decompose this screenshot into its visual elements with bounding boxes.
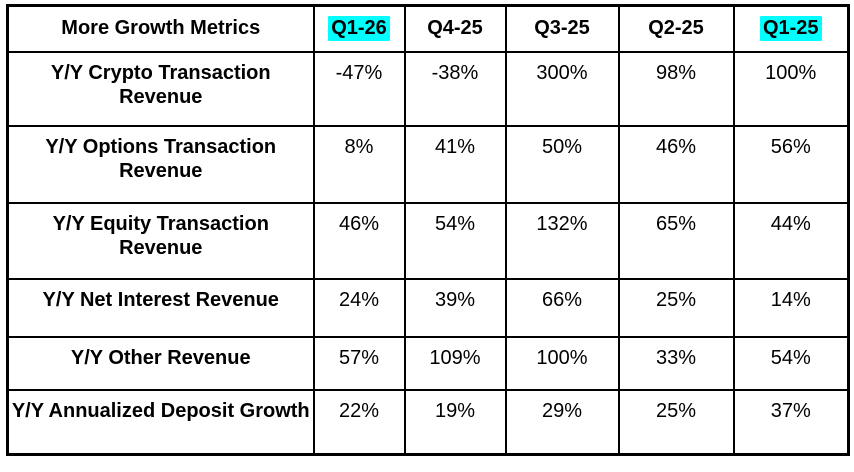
value-cell: 54% (732, 335, 850, 391)
value-cell: 98% (617, 50, 735, 127)
value-cell: 57% (312, 335, 406, 391)
value-cell: 25% (617, 388, 735, 456)
column-header-label: Q1-25 (759, 16, 822, 42)
value-cell: 39% (403, 277, 507, 338)
value-cell: 8% (312, 124, 406, 204)
column-header-q1-26: Q1-26 (312, 4, 406, 53)
column-header-label: Q4-25 (427, 17, 483, 40)
value-cell: 300% (504, 50, 620, 127)
column-header-q3-25: Q3-25 (504, 4, 620, 53)
table-row: Y/Y Net Interest Revenue 24% 39% 66% 25%… (6, 277, 850, 338)
value-cell: 41% (403, 124, 507, 204)
value-cell: 19% (403, 388, 507, 456)
metric-label: Y/Y Crypto Transaction Revenue (6, 50, 315, 127)
value-cell: 46% (312, 201, 406, 280)
value-cell: 54% (403, 201, 507, 280)
value-cell: 100% (732, 50, 850, 127)
growth-metrics-table: More Growth Metrics Q1-26 Q4-25 Q3-25 Q2… (6, 4, 850, 456)
value-cell: 56% (732, 124, 850, 204)
value-cell: 100% (504, 335, 620, 391)
column-header-label: Q3-25 (534, 17, 590, 40)
metric-label: Y/Y Options Transaction Revenue (6, 124, 315, 204)
value-cell: 50% (504, 124, 620, 204)
value-cell: -38% (403, 50, 507, 127)
value-cell: 22% (312, 388, 406, 456)
table-row: Y/Y Equity Transaction Revenue 46% 54% 1… (6, 201, 850, 280)
metric-label: Y/Y Other Revenue (6, 335, 315, 391)
value-cell: 132% (504, 201, 620, 280)
table-title: More Growth Metrics (6, 4, 315, 53)
column-header-q2-25: Q2-25 (617, 4, 735, 53)
value-cell: 65% (617, 201, 735, 280)
value-cell: 46% (617, 124, 735, 204)
metric-label: Y/Y Net Interest Revenue (6, 277, 315, 338)
value-cell: 29% (504, 388, 620, 456)
value-cell: 24% (312, 277, 406, 338)
table-row: Y/Y Annualized Deposit Growth 22% 19% 29… (6, 388, 850, 456)
column-header-label: Q1-26 (328, 16, 390, 42)
header-row: More Growth Metrics Q1-26 Q4-25 Q3-25 Q2… (6, 4, 850, 53)
value-cell: 66% (504, 277, 620, 338)
value-cell: 25% (617, 277, 735, 338)
value-cell: -47% (312, 50, 406, 127)
value-cell: 109% (403, 335, 507, 391)
table-row: Y/Y Crypto Transaction Revenue -47% -38%… (6, 50, 850, 127)
column-header-label: Q2-25 (648, 17, 704, 40)
table-row: Y/Y Options Transaction Revenue 8% 41% 5… (6, 124, 850, 204)
table-row: Y/Y Other Revenue 57% 109% 100% 33% 54% (6, 335, 850, 391)
value-cell: 44% (732, 201, 850, 280)
metric-label: Y/Y Equity Transaction Revenue (6, 201, 315, 280)
value-cell: 33% (617, 335, 735, 391)
column-header-q1-25: Q1-25 (732, 4, 850, 53)
metric-label: Y/Y Annualized Deposit Growth (6, 388, 315, 456)
column-header-q4-25: Q4-25 (403, 4, 507, 53)
value-cell: 37% (732, 388, 850, 456)
value-cell: 14% (732, 277, 850, 338)
